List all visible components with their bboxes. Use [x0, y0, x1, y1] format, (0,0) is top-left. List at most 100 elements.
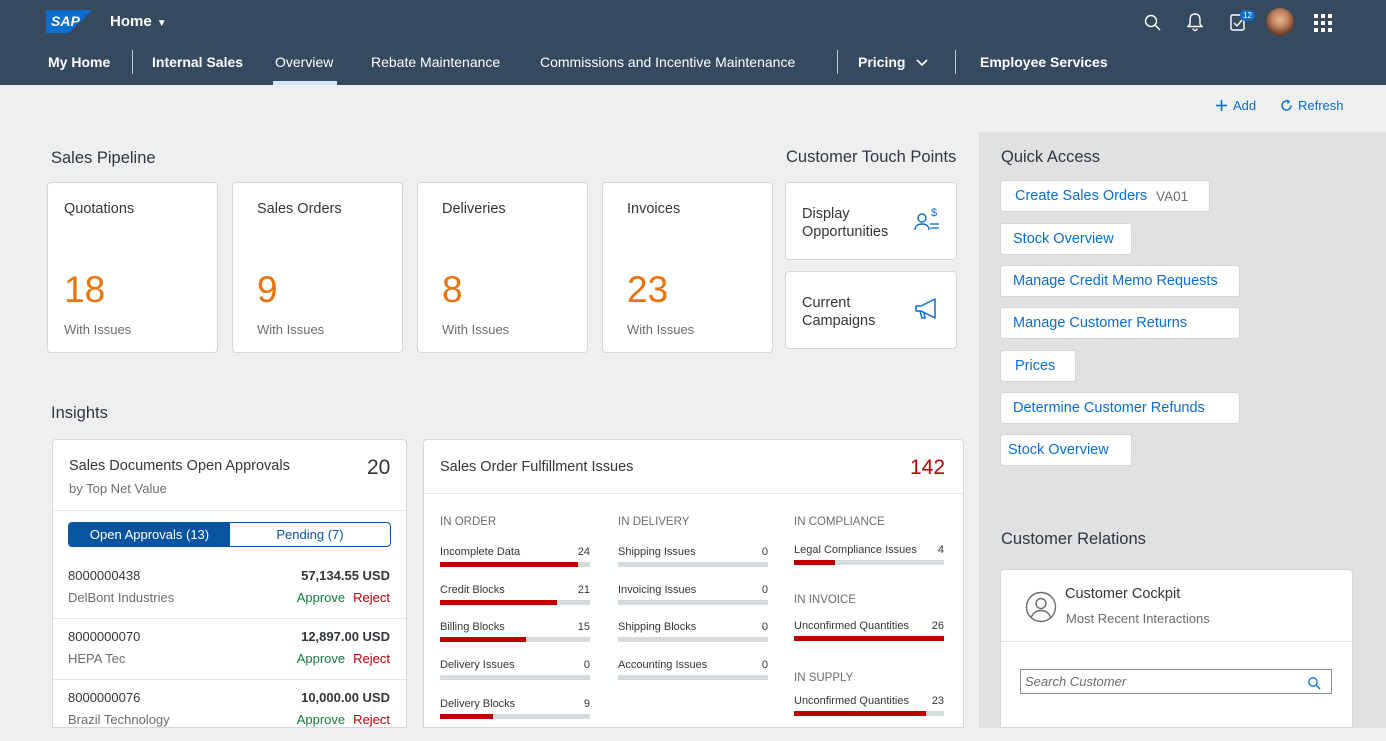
tile-value: 9: [257, 269, 278, 310]
issue-count: 26: [931, 620, 944, 632]
tile-subtitle: With Issues: [64, 322, 132, 337]
quick-link-label: Create Sales Orders: [1015, 188, 1148, 204]
reject-link[interactable]: Reject: [353, 590, 390, 605]
nav-pricing-label: Pricing: [858, 54, 906, 70]
nav-employee-services[interactable]: Employee Services: [980, 54, 1108, 70]
chevron-down-icon: [916, 59, 928, 67]
search-customer-input[interactable]: Search Customer: [1020, 669, 1332, 694]
divider: [424, 493, 963, 494]
group-in-delivery: IN DELIVERY: [618, 516, 690, 528]
quick-link-label: Determine Customer Refunds: [1013, 400, 1205, 416]
tile-title: Display Opportunities: [802, 206, 889, 240]
issue-count: 15: [577, 621, 590, 633]
quick-link-prices[interactable]: Prices: [1000, 350, 1076, 382]
sap-logo[interactable]: SAP: [46, 10, 92, 33]
issue-label: Credit Blocks: [440, 584, 505, 596]
issue-label: Shipping Blocks: [618, 621, 697, 633]
opportunity-icon: $: [914, 207, 939, 231]
tile-value: 8: [442, 269, 463, 310]
bar-track: [618, 562, 768, 567]
tasks-icon[interactable]: [1228, 11, 1248, 33]
quick-link-label: Stock Overview: [1013, 231, 1114, 247]
bar-fill: [440, 714, 493, 719]
tile-value: 18: [64, 269, 106, 310]
kpi-tile-deliveries[interactable]: Deliveries 8 With Issues: [417, 182, 588, 353]
document-id: 8000000070: [68, 629, 141, 644]
customer-name: HEPA Tec: [68, 651, 126, 666]
quick-link-stock-overview-2[interactable]: Stock Overview: [1000, 434, 1132, 466]
quick-link-stock-overview[interactable]: Stock Overview: [1000, 223, 1132, 255]
kpi-tile-quotations[interactable]: Quotations 18 With Issues: [47, 182, 218, 353]
cockpit-subtitle: Most Recent Interactions: [1066, 611, 1210, 626]
amount: 57,134.55 USD: [301, 568, 390, 583]
issue-count: 4: [937, 544, 944, 556]
reject-link[interactable]: Reject: [353, 712, 390, 727]
fulfillment-title: Sales Order Fulfillment Issues: [440, 459, 634, 475]
quick-link-manage-customer-returns[interactable]: Manage Customer Returns: [1000, 307, 1240, 339]
nav-pricing[interactable]: Pricing: [858, 54, 929, 70]
segment-pending[interactable]: Pending (7): [276, 527, 344, 542]
document-id: 8000000076: [68, 690, 141, 705]
user-avatar[interactable]: [1266, 8, 1294, 36]
active-tab-indicator: [273, 81, 337, 85]
table-row[interactable]: 8000000438 DelBont Industries 57,134.55 US…: [53, 558, 406, 619]
tab-commissions[interactable]: Commissions and Incentive Maintenance: [540, 54, 796, 70]
customer-name: Brazil Technology: [68, 712, 170, 727]
amount: 10,000.00 USD: [301, 690, 390, 705]
reject-link[interactable]: Reject: [353, 651, 390, 666]
segment-open-approvals[interactable]: Open Approvals (13): [69, 523, 230, 546]
group-in-order: IN ORDER: [440, 516, 497, 528]
bar-fill: [440, 600, 557, 605]
issue-label: Unconfirmed Quantities: [794, 620, 909, 632]
bar-track: [618, 600, 768, 605]
cockpit-title: Customer Cockpit: [1065, 586, 1181, 602]
issue-label: Incomplete Data: [440, 546, 521, 558]
tile-value: 23: [627, 269, 669, 310]
approve-link[interactable]: Approve: [296, 590, 346, 605]
issue-count: 0: [761, 584, 768, 596]
quick-link-determine-refunds[interactable]: Determine Customer Refunds: [1000, 392, 1240, 424]
bar-fill: [794, 560, 835, 565]
section-title-touch-points: Customer Touch Points: [786, 148, 957, 166]
approve-link[interactable]: Approve: [296, 712, 346, 727]
app-grid-icon[interactable]: [1313, 12, 1333, 34]
search-icon[interactable]: [1143, 11, 1163, 33]
tab-overview[interactable]: Overview: [275, 54, 334, 70]
issue-label: Shipping Issues: [618, 546, 696, 558]
issue-label: Accounting Issues: [618, 659, 708, 671]
bar-track: [440, 637, 590, 642]
quick-link-create-sales-orders[interactable]: Create Sales Orders VA01: [1000, 180, 1210, 212]
approvals-segmented-button: Open Approvals (13) Pending (7): [68, 522, 391, 547]
document-id: 8000000438: [68, 568, 141, 583]
kpi-tile-sales-orders[interactable]: Sales Orders 9 With Issues: [232, 182, 403, 353]
refresh-button[interactable]: Refresh: [1280, 98, 1344, 113]
home-menu[interactable]: Home ▼: [110, 13, 167, 30]
refresh-icon: [1281, 99, 1292, 111]
tile-display-opportunities[interactable]: Display Opportunities $: [785, 182, 957, 260]
shell-bar: SAP Home ▼ 12 My Home Internal Sales Over…: [0, 0, 1386, 85]
bar-fill: [794, 711, 926, 716]
add-label: Add: [1233, 98, 1257, 113]
section-title-sales-pipeline: Sales Pipeline: [51, 149, 156, 167]
tab-rebate-maintenance[interactable]: Rebate Maintenance: [371, 54, 501, 70]
table-row[interactable]: 8000000070 HEPA Tec 12,897.00 USD Approve Re…: [53, 619, 406, 680]
section-title-quick-access: Quick Access: [1001, 148, 1101, 166]
table-row[interactable]: 8000000076 Brazil Technology 10,000.00 USD…: [53, 680, 406, 741]
add-button[interactable]: Add: [1215, 98, 1256, 113]
search-icon[interactable]: [1307, 676, 1321, 690]
approvals-subtitle: by Top Net Value: [69, 481, 167, 496]
fulfillment-count: 142: [910, 456, 946, 479]
kpi-tile-invoices[interactable]: Invoices 23 With Issues: [602, 182, 773, 353]
nav-my-home[interactable]: My Home: [48, 54, 111, 70]
issue-count: 0: [583, 659, 590, 671]
bell-icon[interactable]: [1185, 11, 1205, 33]
issue-label: Legal Compliance Issues: [794, 544, 917, 556]
customer-name: DelBont Industries: [68, 590, 175, 605]
svg-text:$: $: [931, 207, 937, 219]
nav-internal-sales[interactable]: Internal Sales: [152, 54, 244, 70]
quick-link-manage-credit-memo[interactable]: Manage Credit Memo Requests: [1000, 265, 1240, 297]
approve-link[interactable]: Approve: [296, 651, 346, 666]
tile-current-campaigns[interactable]: Current Campaigns: [785, 271, 957, 349]
caret-down-icon: ▼: [156, 18, 167, 29]
bar-track: [618, 637, 768, 642]
